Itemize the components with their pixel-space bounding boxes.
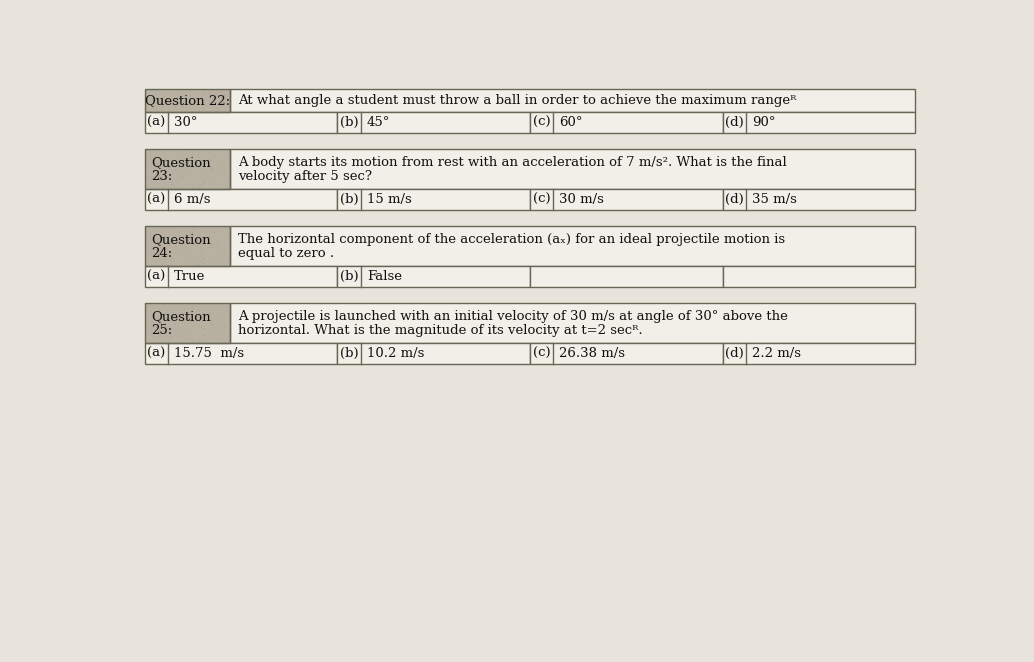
Text: True: True: [174, 270, 206, 283]
Text: (c): (c): [533, 193, 550, 206]
Bar: [529, 112, 723, 133]
Text: 10.2 m/s: 10.2 m/s: [367, 347, 424, 360]
Text: horizontal. What is the magnitude of its velocity at t=2 secᴿ.: horizontal. What is the magnitude of its…: [238, 324, 642, 336]
Text: 15 m/s: 15 m/s: [367, 193, 412, 206]
Text: At what angle a student must throw a ball in order to achieve the maximum rangeᴿ: At what angle a student must throw a bal…: [238, 94, 796, 107]
Text: 30 m/s: 30 m/s: [559, 193, 604, 206]
Text: Question: Question: [151, 234, 211, 246]
Text: 24:: 24:: [151, 247, 173, 260]
Text: 35 m/s: 35 m/s: [752, 193, 797, 206]
Text: (a): (a): [147, 347, 165, 360]
Text: (b): (b): [339, 116, 358, 129]
Bar: [145, 343, 337, 364]
Text: False: False: [367, 270, 402, 283]
Bar: [337, 265, 529, 287]
Text: 25:: 25:: [151, 324, 173, 336]
Bar: [230, 89, 915, 112]
Bar: [230, 303, 915, 343]
Text: The horizontal component of the acceleration (aₓ) for an ideal projectile motion: The horizontal component of the accelera…: [238, 234, 785, 246]
Text: (a): (a): [147, 116, 165, 129]
Bar: [337, 112, 529, 133]
Text: 45°: 45°: [367, 116, 390, 129]
Text: (c): (c): [533, 347, 550, 360]
Bar: [723, 189, 915, 211]
Text: Question 22:: Question 22:: [145, 94, 230, 107]
Text: 90°: 90°: [752, 116, 776, 129]
Text: (d): (d): [725, 116, 743, 129]
Bar: [723, 343, 915, 364]
Text: 26.38 m/s: 26.38 m/s: [559, 347, 626, 360]
Bar: [145, 112, 337, 133]
Text: (b): (b): [339, 270, 358, 283]
Bar: [529, 189, 723, 211]
Text: (b): (b): [339, 193, 358, 206]
Text: 6 m/s: 6 m/s: [174, 193, 211, 206]
Text: Question: Question: [151, 310, 211, 324]
Bar: [145, 89, 230, 112]
Text: (a): (a): [147, 270, 165, 283]
Bar: [723, 265, 915, 287]
Bar: [145, 226, 230, 265]
Text: (b): (b): [339, 347, 358, 360]
Text: (c): (c): [533, 116, 550, 129]
Text: 15.75  m/s: 15.75 m/s: [174, 347, 244, 360]
Text: A body starts its motion from rest with an acceleration of 7 m/s². What is the f: A body starts its motion from rest with …: [238, 156, 787, 169]
Bar: [145, 189, 337, 211]
Bar: [145, 226, 230, 265]
Text: Question: Question: [151, 156, 211, 169]
Text: 30°: 30°: [174, 116, 197, 129]
Text: (d): (d): [725, 193, 743, 206]
Bar: [145, 303, 230, 343]
Bar: [337, 343, 529, 364]
Text: equal to zero .: equal to zero .: [238, 247, 334, 260]
Bar: [529, 343, 723, 364]
Bar: [230, 149, 915, 189]
Text: 2.2 m/s: 2.2 m/s: [752, 347, 801, 360]
Text: velocity after 5 sec?: velocity after 5 sec?: [238, 169, 372, 183]
Bar: [145, 265, 337, 287]
Bar: [145, 303, 230, 343]
Text: (a): (a): [147, 193, 165, 206]
Text: A projectile is launched with an initial velocity of 30 m/s at angle of 30° abov: A projectile is launched with an initial…: [238, 310, 788, 324]
Bar: [145, 89, 230, 112]
Text: 23:: 23:: [151, 169, 173, 183]
Bar: [145, 149, 230, 189]
Bar: [723, 112, 915, 133]
Bar: [337, 189, 529, 211]
Text: (d): (d): [725, 347, 743, 360]
Text: 60°: 60°: [559, 116, 583, 129]
Bar: [529, 265, 723, 287]
Bar: [145, 149, 230, 189]
Bar: [230, 226, 915, 265]
